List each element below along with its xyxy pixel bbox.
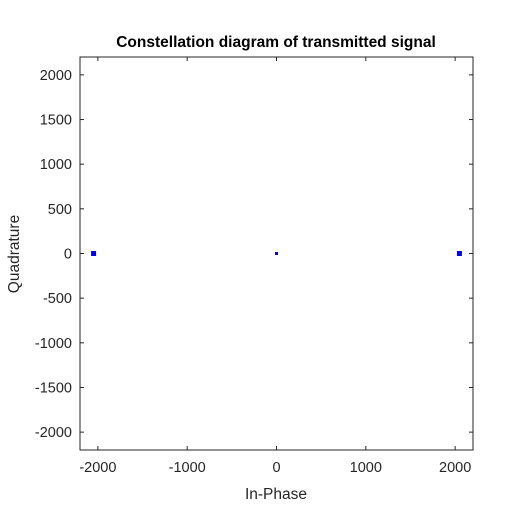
y-tick-label: 1500 (40, 113, 72, 129)
y-tick-label: 1000 (40, 157, 72, 173)
constellation-point (91, 251, 97, 256)
y-tick-label: -1500 (35, 380, 72, 396)
plot-area: -2000 -1000 0 1000 2000 -2000 -1500 -1000 -500 0 5… (35, 56, 474, 476)
x-axis-label: In-Phase (245, 486, 307, 503)
y-tick-label: 2000 (40, 68, 72, 84)
x-tick-label: 1000 (350, 460, 382, 476)
constellation-point (275, 252, 278, 255)
x-tick-label: 0 (272, 460, 280, 476)
x-tick-label: -2000 (79, 460, 116, 476)
y-tick-label: -2000 (35, 425, 72, 441)
y-tick-label: 500 (48, 202, 72, 218)
x-tick-label: -1000 (169, 460, 206, 476)
y-tick-label: -500 (43, 291, 72, 307)
y-tick-label: 0 (64, 247, 72, 263)
y-tick-label: -1000 (35, 336, 72, 352)
x-tick-label: 2000 (439, 460, 471, 476)
chart-title: Constellation diagram of transmitted sig… (116, 34, 436, 51)
constellation-point (456, 251, 462, 256)
y-axis-label: Quadrature (6, 215, 23, 293)
